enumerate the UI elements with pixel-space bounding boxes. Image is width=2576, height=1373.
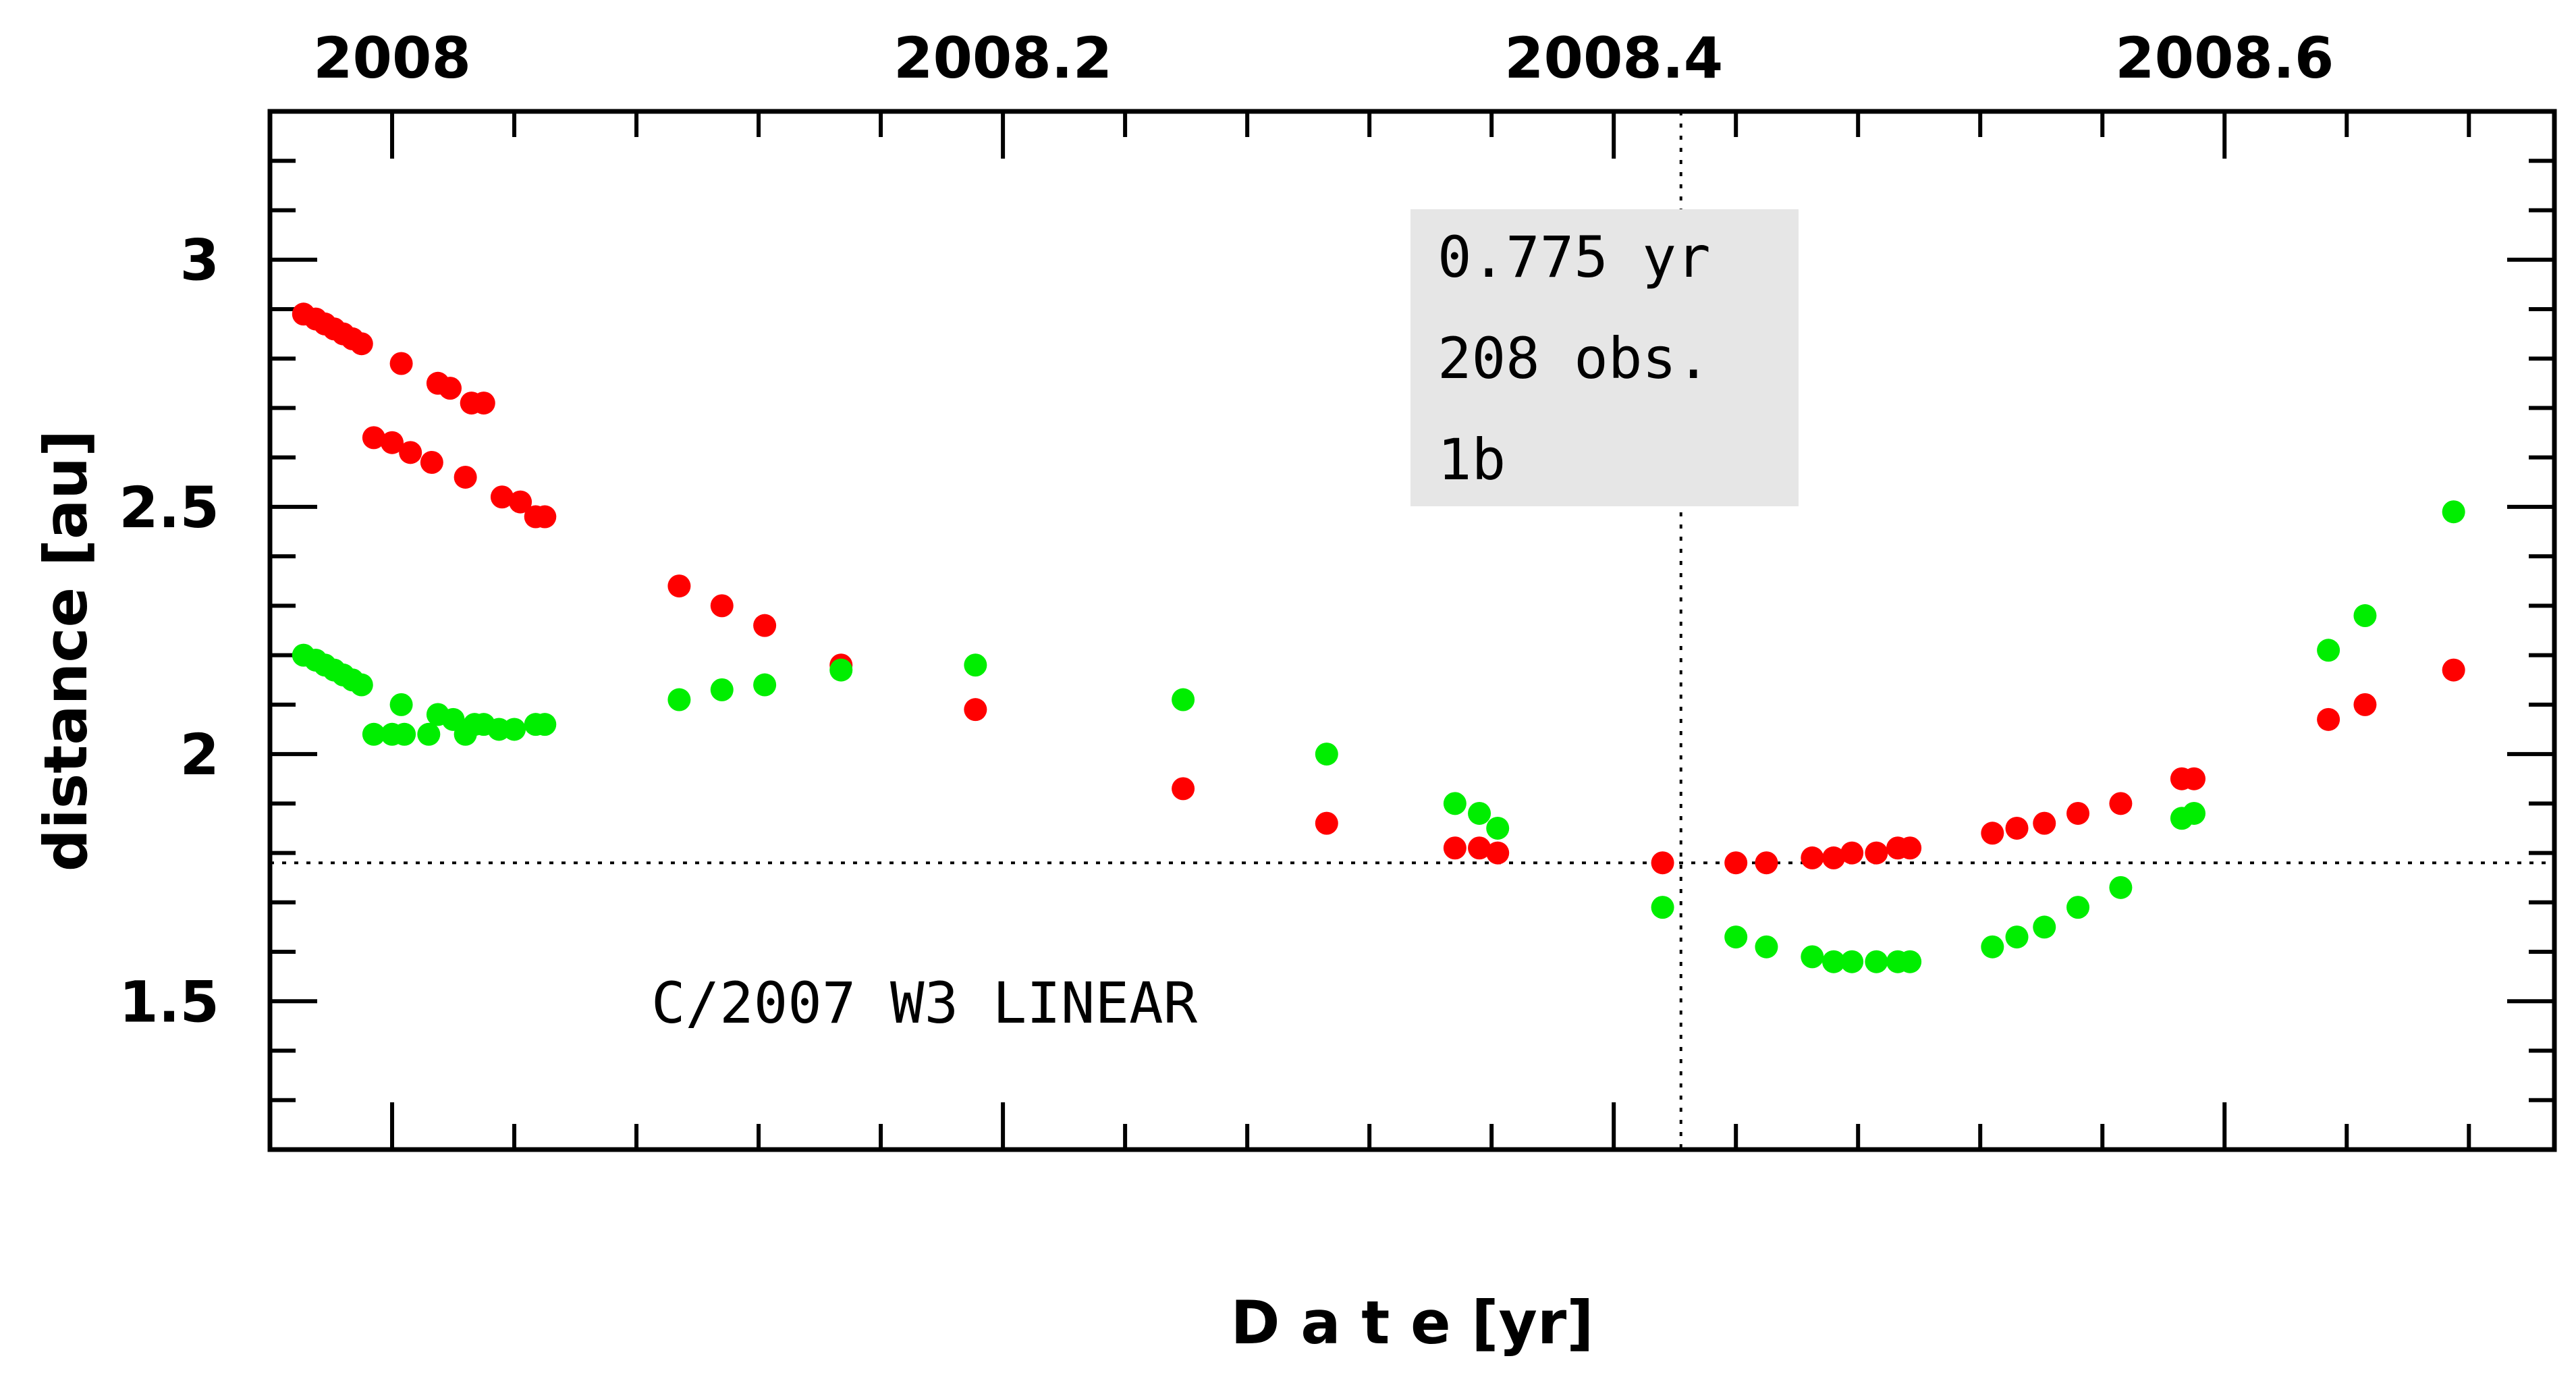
red-point — [1801, 846, 1824, 869]
annotation-observations: 208 obs. — [1437, 325, 1711, 392]
red-point — [1898, 836, 1922, 860]
red-point — [1486, 841, 1510, 865]
green-point — [1486, 816, 1510, 840]
green-point — [1172, 688, 1195, 711]
green-point — [829, 658, 853, 682]
red-point — [710, 594, 734, 618]
red-point — [2442, 658, 2465, 682]
red-point — [454, 465, 477, 489]
green-point — [417, 722, 441, 746]
red-point — [472, 392, 495, 415]
red-point — [1468, 836, 1491, 860]
red-point — [2109, 792, 2133, 815]
red-point — [2317, 707, 2340, 731]
green-point — [1801, 945, 1824, 969]
red-point — [1755, 851, 1778, 875]
green-point — [1898, 950, 1922, 973]
red-point — [964, 698, 987, 722]
x-tick-label: 2008.4 — [1504, 25, 1723, 91]
red-point — [533, 505, 557, 529]
x-tick-label: 2008.6 — [2115, 25, 2334, 91]
green-point — [2183, 801, 2206, 825]
x-tick-label: 2008 — [313, 25, 471, 91]
y-tick-labels: 1.5 2 2.5 3 — [119, 227, 219, 1035]
green-point — [667, 688, 691, 711]
green-point — [710, 678, 734, 701]
red-point — [1443, 836, 1467, 860]
green-point — [1651, 896, 1674, 919]
red-point — [1724, 851, 1748, 875]
green-point — [454, 722, 477, 746]
green-point — [753, 673, 777, 697]
green-point — [2317, 639, 2340, 662]
green-point — [2109, 876, 2133, 899]
x-tick-labels: 2008 2008.2 2008.4 2008.6 — [313, 25, 2334, 91]
green-point — [503, 718, 526, 741]
green-point — [1755, 935, 1778, 959]
y-tick-label: 2.5 — [119, 475, 219, 541]
red-point — [2066, 801, 2090, 825]
green-point — [362, 722, 385, 746]
red-point — [420, 450, 443, 474]
red-point — [2033, 811, 2056, 835]
red-point — [438, 377, 462, 400]
green-point — [1724, 925, 1748, 949]
y-axis-title: distance [au] — [31, 430, 101, 872]
green-point — [1315, 743, 1338, 766]
red-point — [362, 426, 385, 450]
red-point — [1840, 841, 1864, 865]
plot-frame — [267, 109, 2557, 1152]
red-point — [381, 431, 404, 454]
annotation-arc-length: 0.775 yr — [1437, 224, 1711, 290]
green-point — [389, 693, 413, 716]
green-point — [964, 653, 987, 677]
green-point — [2442, 500, 2465, 524]
red-point — [1315, 811, 1338, 835]
red-point — [350, 332, 373, 356]
red-point — [509, 490, 532, 514]
red-point — [389, 352, 413, 375]
red-point — [399, 441, 422, 464]
y-tick-label: 2 — [180, 722, 219, 788]
red-point — [490, 485, 514, 509]
red-point — [1651, 851, 1674, 875]
green-point — [1443, 792, 1467, 815]
green-point — [2353, 604, 2377, 628]
x-axis-title: D a t e [yr] — [1231, 1288, 1594, 1357]
red-point — [667, 574, 691, 598]
red-point — [2005, 816, 2029, 840]
red-point — [1172, 777, 1195, 801]
red-point — [1822, 846, 1846, 869]
annotation-box: 0.775 yr 208 obs. 1b — [1410, 209, 1799, 506]
green-point — [1468, 801, 1491, 825]
red-point — [753, 614, 777, 637]
green-point — [350, 673, 373, 697]
y-tick-label: 1.5 — [119, 969, 219, 1035]
green-point — [393, 722, 416, 746]
green-point — [2066, 896, 2090, 919]
annotation-class: 1b — [1437, 427, 1506, 493]
red-point — [2183, 767, 2206, 790]
green-point — [1840, 950, 1864, 973]
green-point — [1822, 950, 1846, 973]
red-point — [1865, 841, 1888, 865]
data-points — [292, 302, 2465, 973]
y-tick-label: 3 — [180, 227, 219, 294]
x-tick-label: 2008.2 — [894, 25, 1112, 91]
green-point — [2033, 915, 2056, 939]
green-point — [2005, 925, 2029, 949]
annotation-background — [1410, 209, 1799, 506]
object-label: C/2007 W3 LINEAR — [651, 970, 1198, 1036]
red-point — [2353, 693, 2377, 716]
red-point — [1981, 822, 2004, 845]
green-point — [1981, 935, 2004, 959]
green-point — [533, 713, 557, 736]
green-point — [1865, 950, 1888, 973]
